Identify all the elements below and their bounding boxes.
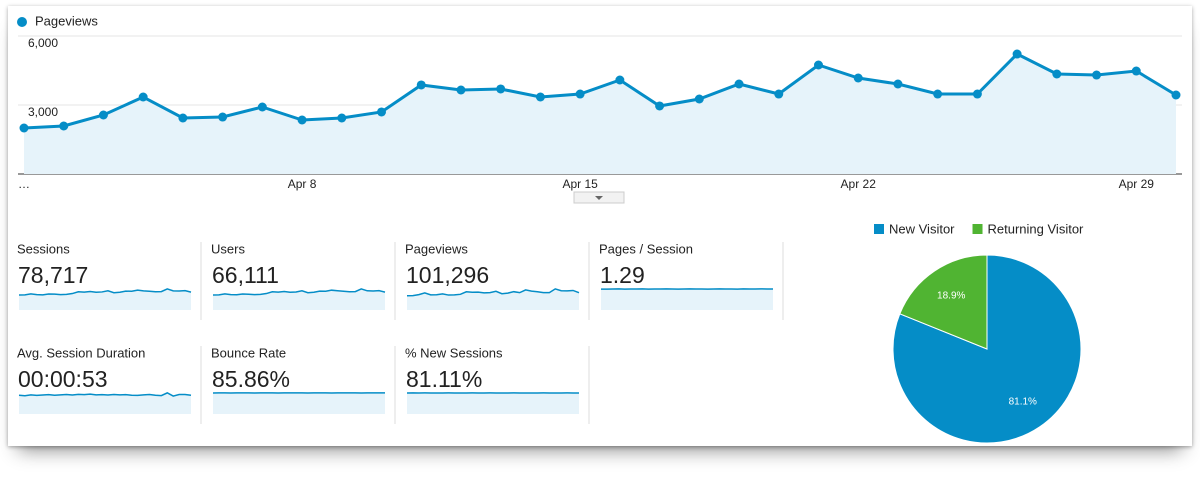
legend-marker [972, 224, 983, 234]
metric-label: Sessions [17, 241, 70, 256]
point [337, 113, 347, 123]
legend-label: Returning Visitor [988, 221, 1085, 236]
sparkline-area [407, 288, 579, 310]
area [24, 54, 1176, 174]
metric-label: Pages / Session [599, 241, 693, 256]
point [416, 80, 426, 90]
point [853, 73, 863, 83]
line [23, 52, 1177, 130]
point [138, 92, 148, 102]
metric-value: 1.29 [600, 262, 645, 288]
y-tick-label: 6,000 [28, 36, 58, 50]
point [535, 92, 545, 102]
point [496, 84, 506, 94]
point [377, 107, 387, 117]
x-tick-label: Apr 8 [288, 177, 317, 191]
point [615, 75, 625, 85]
sparkline [212, 288, 386, 296]
point [456, 85, 466, 95]
point [893, 79, 903, 89]
metric-value: 81.11% [406, 366, 482, 392]
metric-value: 66,111 [212, 262, 279, 288]
point [813, 60, 823, 70]
point [297, 115, 307, 125]
point [1012, 49, 1022, 59]
point [774, 89, 784, 99]
point [257, 102, 267, 112]
point [59, 121, 69, 131]
metric-value: 85.86% [212, 366, 290, 392]
pie-slice [899, 254, 988, 350]
point [178, 113, 188, 123]
x-tick-label: Apr 29 [1119, 177, 1155, 191]
point [19, 123, 29, 133]
sparkline [406, 288, 580, 297]
metric-label: Bounce Rate [211, 345, 286, 360]
slice-label: 81.1% [1009, 397, 1037, 408]
sparkline-area [19, 288, 191, 310]
metric-label: Pageviews [405, 241, 468, 256]
slice-label: 18.9% [937, 291, 965, 302]
sparkline [18, 392, 192, 397]
point [1131, 66, 1141, 76]
point [575, 89, 585, 99]
y-tick-label: 3,000 [28, 105, 58, 119]
metric-value: 101,296 [406, 262, 489, 288]
legend-label: New Visitor [889, 221, 955, 236]
legend-marker [17, 17, 27, 27]
point [1171, 90, 1181, 100]
point [655, 101, 665, 111]
legend-label: Pageviews [35, 13, 98, 28]
legend-marker [874, 224, 884, 234]
expand-arrow [595, 196, 603, 200]
sparkline [18, 288, 192, 296]
point [218, 112, 228, 122]
x-tick-label: Apr 15 [562, 177, 598, 191]
point [972, 89, 982, 99]
point [1092, 70, 1102, 80]
separators [200, 242, 784, 424]
x-tick-label: … [18, 177, 30, 191]
metric-label: Avg. Session Duration [17, 345, 145, 360]
sparkline-area [213, 288, 385, 310]
sparkline-area [407, 392, 579, 414]
metric-label: % New Sessions [405, 345, 503, 360]
point [734, 79, 744, 89]
sparkline-area [213, 392, 385, 414]
sparkline-area [601, 288, 773, 310]
metric-label: Users [211, 241, 245, 256]
x-tick-label: Apr 22 [841, 177, 877, 191]
point [694, 94, 704, 104]
sparkline-area [19, 392, 191, 414]
point [98, 110, 108, 120]
point [1052, 69, 1062, 79]
point [933, 89, 943, 99]
metric-value: 00:00:53 [18, 366, 108, 392]
metric-value: 78,717 [18, 262, 88, 288]
